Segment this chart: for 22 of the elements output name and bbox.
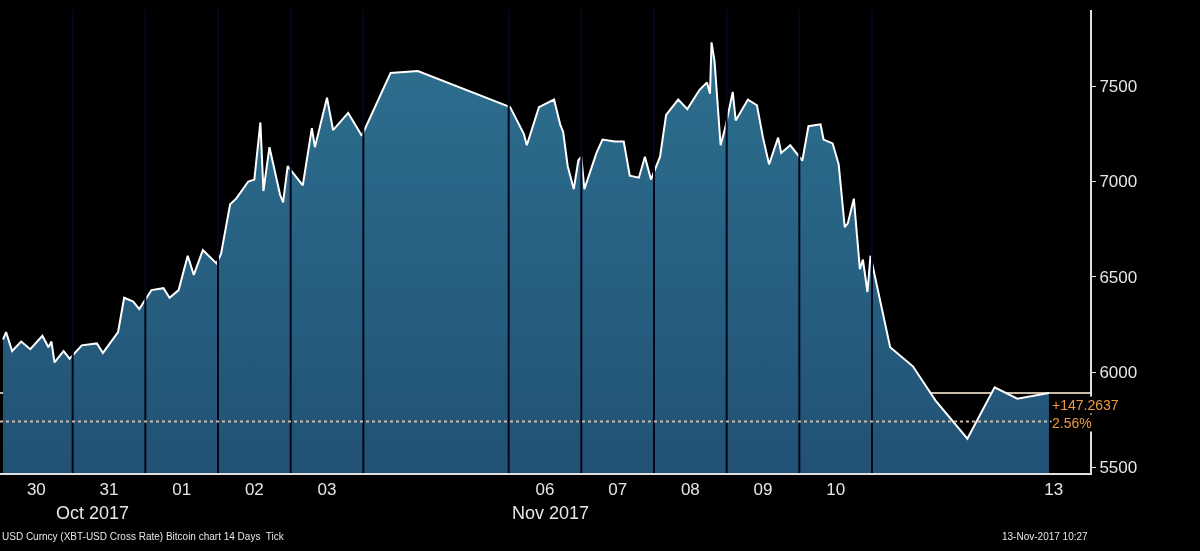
x-tick-label: 06 (535, 480, 555, 500)
x-tick-label: 13 (1044, 480, 1064, 500)
annotation: 2.56% (1052, 415, 1092, 431)
y-tick-label: 6500 (1099, 267, 1138, 287)
y-tick-label: 5500 (1099, 458, 1138, 478)
x-tick-label: 30 (26, 480, 46, 500)
annotation: +147.2637 (1052, 397, 1119, 413)
y-tick-label: 7000 (1099, 172, 1138, 192)
text: USD Curncy (XBT-USD Cross Rate) Bitcoin chart 14 Days Tick (2, 531, 285, 542)
y-tick-label: 6000 (1099, 362, 1138, 382)
text: 13-Nov-2017 10:27 (1002, 531, 1089, 542)
x-tick-label: 07 (608, 480, 628, 500)
x-tick-label: 10 (826, 480, 846, 500)
x-tick-label: 03 (317, 480, 337, 500)
x-tick-label: 02 (244, 480, 264, 500)
text: Oct 2017 (56, 503, 130, 523)
x-tick-label: 01 (172, 480, 192, 500)
x-tick-label: 08 (680, 480, 700, 500)
x-tick-label: 09 (753, 480, 773, 500)
x-tick-label: 31 (99, 480, 119, 500)
text: Nov 2017 (512, 503, 590, 523)
y-tick-label: 7500 (1099, 77, 1138, 97)
